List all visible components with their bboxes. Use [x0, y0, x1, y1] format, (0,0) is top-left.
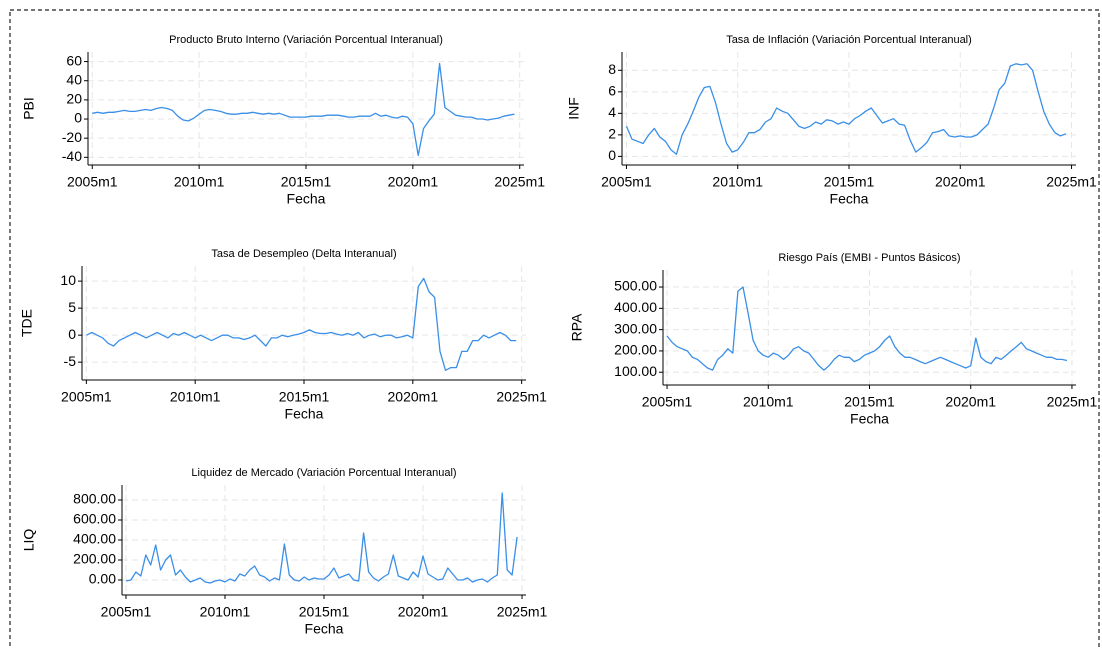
- y-axis-title: INF: [566, 97, 582, 120]
- y-axis-title: RPA: [569, 313, 585, 341]
- x-tick-label: 2025m1: [1046, 174, 1097, 190]
- x-tick-label: 2020m1: [388, 389, 439, 405]
- x-tick-label: 2010m1: [174, 174, 225, 190]
- y-tick-label: 200.00: [73, 551, 116, 567]
- y-tick-label: 300.00: [614, 320, 657, 336]
- y-tick-label: 100.00: [614, 363, 657, 379]
- y-tick-label: 2: [608, 126, 616, 142]
- x-tick-label: 2005m1: [601, 174, 652, 190]
- y-tick-label: 400.00: [614, 299, 657, 315]
- series-line: [86, 277, 517, 371]
- x-tick-label: 2025m1: [1047, 394, 1098, 410]
- x-tick-label: 2015m1: [844, 394, 895, 410]
- x-tick-label: 2005m1: [101, 604, 152, 620]
- x-tick-label: 2025m1: [497, 604, 548, 620]
- y-tick-label: 5: [68, 299, 76, 315]
- x-tick-label: 2010m1: [170, 389, 221, 405]
- y-tick-label: 500.00: [614, 278, 657, 294]
- y-tick-label: 4: [608, 104, 616, 120]
- y-tick-label: 60: [66, 52, 82, 68]
- chart-title: Tasa de Desempleo (Delta Interanual): [211, 248, 396, 260]
- y-tick-label: 600.00: [73, 511, 116, 527]
- x-tick-label: 2025m1: [496, 389, 547, 405]
- x-tick-label: 2020m1: [935, 174, 986, 190]
- y-tick-label: 20: [66, 91, 82, 107]
- x-axis-title: Fecha: [287, 191, 326, 207]
- y-tick-label: -40: [62, 148, 82, 164]
- x-tick-label: 2020m1: [945, 394, 996, 410]
- y-tick-label: 8: [608, 61, 616, 77]
- x-tick-label: 2005m1: [642, 394, 693, 410]
- x-tick-label: 2015m1: [824, 174, 875, 190]
- series-line: [666, 286, 1068, 371]
- series-line: [625, 63, 1067, 155]
- x-tick-label: 2020m1: [388, 174, 439, 190]
- y-tick-label: 400.00: [73, 531, 116, 547]
- y-tick-label: 200.00: [614, 342, 657, 358]
- x-tick-label: 2010m1: [712, 174, 763, 190]
- x-tick-label: 2015m1: [281, 174, 332, 190]
- series-line: [92, 62, 515, 157]
- y-tick-label: 6: [608, 83, 616, 99]
- x-axis-title: Fecha: [285, 406, 324, 422]
- y-tick-label: 800.00: [73, 491, 116, 507]
- y-tick-label: 0: [74, 110, 82, 126]
- y-axis-title: LIQ: [21, 529, 37, 552]
- y-tick-label: 40: [66, 71, 82, 87]
- y-tick-label: 0.00: [89, 571, 116, 587]
- x-tick-label: 2010m1: [743, 394, 794, 410]
- y-axis-title: PBI: [21, 97, 37, 120]
- series-line: [125, 492, 518, 584]
- x-tick-label: 2015m1: [279, 389, 330, 405]
- x-tick-label: 2005m1: [67, 174, 118, 190]
- x-tick-label: 2010m1: [200, 604, 251, 620]
- x-tick-label: 2025m1: [494, 174, 545, 190]
- y-tick-label: -5: [64, 353, 77, 369]
- frame: [9, 9, 1100, 648]
- chart-title: Riesgo País (EMBI - Puntos Básicos): [778, 252, 960, 264]
- x-axis-title: Fecha: [850, 411, 889, 427]
- chart-title: Liquidez de Mercado (Variación Porcentua…: [191, 467, 456, 479]
- chart-title: Tasa de Inflación (Variación Porcentual …: [726, 34, 972, 46]
- x-axis-title: Fecha: [305, 621, 344, 637]
- y-axis-title: TDE: [19, 309, 35, 337]
- y-tick-label: 0: [608, 147, 616, 163]
- x-tick-label: 2005m1: [61, 389, 112, 405]
- x-tick-label: 2015m1: [299, 604, 350, 620]
- y-tick-label: -20: [62, 129, 82, 145]
- x-axis-title: Fecha: [830, 191, 869, 207]
- y-tick-label: 10: [60, 272, 76, 288]
- y-tick-label: 0: [68, 326, 76, 342]
- chart-title: Producto Bruto Interno (Variación Porcen…: [169, 34, 443, 46]
- x-tick-label: 2020m1: [398, 604, 449, 620]
